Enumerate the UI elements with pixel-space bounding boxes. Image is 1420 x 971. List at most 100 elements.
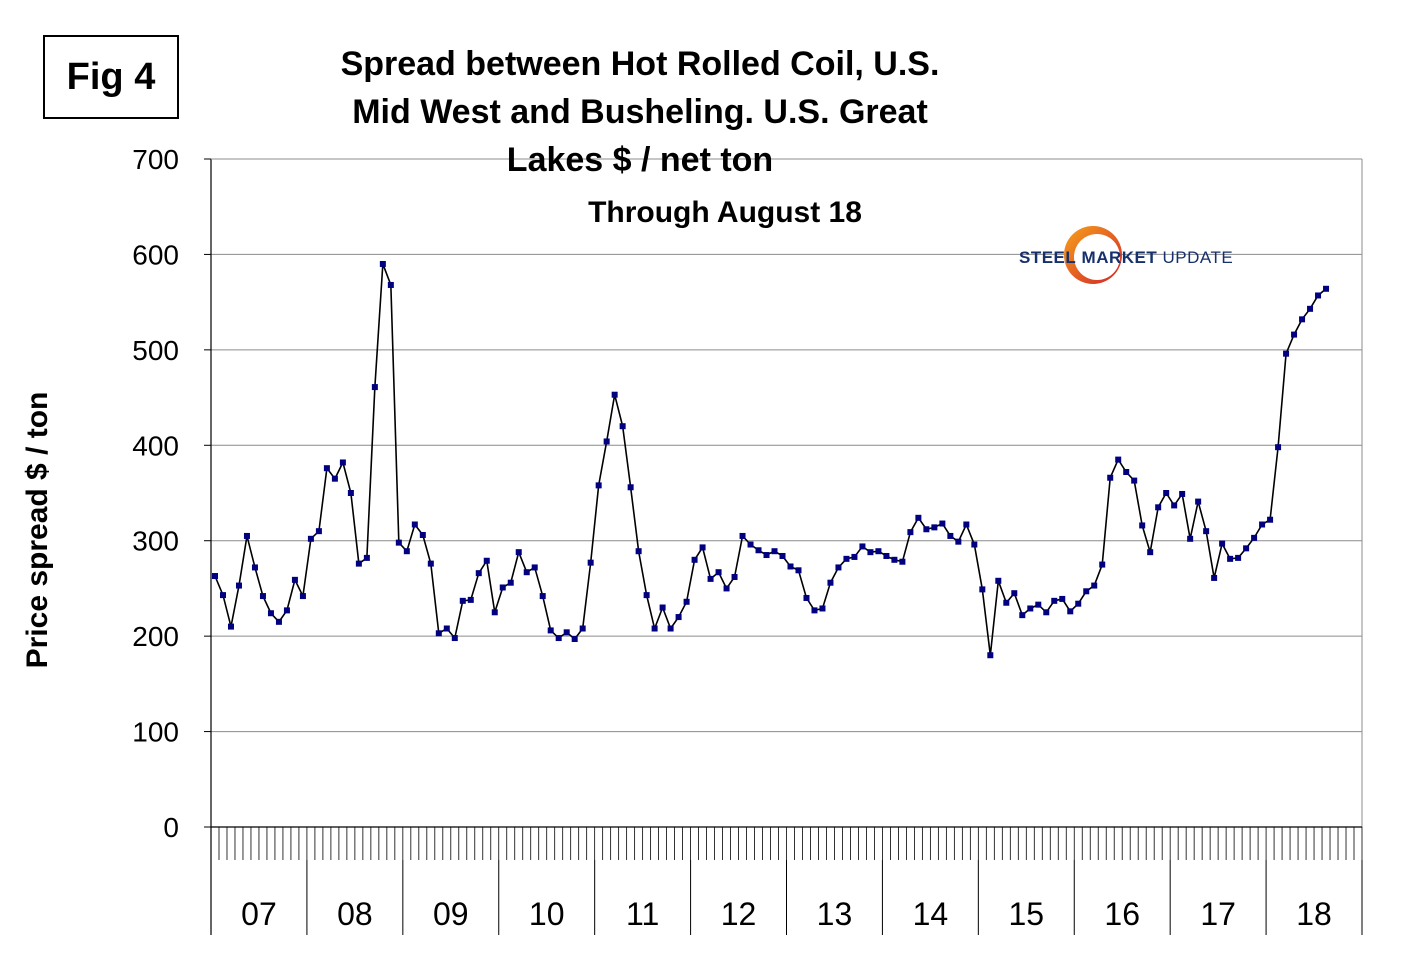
logo-word-steel: STEEL (1019, 248, 1077, 267)
data-point (1147, 549, 1154, 556)
y-tick-label: 200 (132, 621, 179, 652)
data-point (787, 563, 794, 570)
data-point (747, 541, 754, 548)
data-point (1243, 545, 1250, 552)
data-point (931, 524, 938, 531)
y-tick-label: 100 (132, 717, 179, 748)
x-tick-label: 14 (913, 896, 949, 932)
data-point (531, 564, 538, 571)
data-point (707, 575, 714, 582)
y-tick-label: 300 (132, 526, 179, 557)
data-point (891, 556, 898, 563)
data-point (1083, 588, 1090, 595)
data-point (883, 552, 890, 559)
data-point (315, 528, 322, 535)
series (211, 260, 1330, 659)
data-point (1155, 504, 1162, 511)
data-point (579, 625, 586, 632)
chart-title: Spread between Hot Rolled Coil, U.S. Mid… (340, 45, 940, 179)
x-tick-label: 10 (529, 896, 565, 932)
data-point (627, 484, 634, 491)
data-point (907, 529, 914, 536)
data-point (963, 521, 970, 528)
data-point (1051, 597, 1058, 604)
data-point (699, 544, 706, 551)
data-point (971, 541, 978, 548)
data-point (1291, 331, 1298, 338)
data-point (275, 618, 282, 625)
data-point (651, 625, 658, 632)
data-point (1211, 574, 1218, 581)
data-point (675, 614, 682, 621)
x-tick-label: 11 (626, 896, 659, 932)
data-point (691, 556, 698, 563)
data-point (1123, 469, 1130, 476)
data-point (507, 579, 514, 586)
data-point (411, 521, 418, 528)
data-point (331, 475, 338, 482)
y-tick-label: 600 (132, 239, 179, 270)
data-point (419, 531, 426, 538)
data-point (1267, 516, 1274, 523)
data-point (1307, 305, 1314, 312)
data-point (635, 548, 642, 555)
logo-word-update: UPDATE (1162, 248, 1234, 267)
data-point (1219, 540, 1226, 547)
data-point (451, 635, 458, 642)
data-point (339, 459, 346, 466)
data-point (1091, 582, 1098, 589)
data-point (443, 625, 450, 632)
data-point (1067, 608, 1074, 615)
data-point (1195, 498, 1202, 505)
y-tick-label: 700 (132, 144, 179, 175)
logo-wordmark: STEEL MARKET UPDATE (1019, 248, 1233, 268)
data-point (803, 594, 810, 601)
data-point (715, 569, 722, 576)
data-point (571, 636, 578, 643)
data-point (995, 577, 1002, 584)
data-point (987, 652, 994, 659)
data-point (755, 547, 762, 554)
data-point (1011, 590, 1018, 597)
x-tick-label: 15 (1008, 896, 1044, 932)
data-point (235, 582, 242, 589)
x-tick-label: 13 (817, 896, 853, 932)
data-point (979, 586, 986, 593)
data-point (259, 593, 266, 600)
logo-swoosh-icon (1064, 226, 1122, 284)
data-point (955, 538, 962, 545)
data-point (843, 555, 850, 562)
data-point (811, 607, 818, 614)
y-tick-label: 500 (132, 335, 179, 366)
data-point (763, 552, 770, 559)
data-point (1035, 601, 1042, 608)
data-point (835, 564, 842, 571)
x-tick-label: 18 (1296, 896, 1332, 932)
data-point (659, 604, 666, 611)
data-point (915, 514, 922, 521)
data-point (643, 592, 650, 599)
data-point (515, 549, 522, 556)
steel-market-update-logo: STEEL MARKET UPDATE (1013, 222, 1233, 288)
data-point (299, 593, 306, 600)
data-point (619, 423, 626, 430)
y-tick-label: 400 (132, 430, 179, 461)
data-point (771, 548, 778, 555)
data-point (899, 558, 906, 565)
logo-word-market: MARKET (1081, 248, 1158, 267)
data-point (1003, 599, 1010, 606)
data-point (1323, 285, 1330, 292)
data-point (1027, 605, 1034, 612)
data-point (267, 610, 274, 617)
data-point (459, 597, 466, 604)
y-tick-labels: 0 100 200 300 400 500 600 700 (132, 144, 179, 843)
data-point (1043, 609, 1050, 616)
data-point (939, 520, 946, 527)
figure-label: Fig 4 (43, 35, 179, 119)
data-point (387, 281, 394, 288)
data-point (851, 553, 858, 560)
chart-subtitle: Through August 18 (588, 196, 862, 229)
data-point (467, 596, 474, 603)
data-point (1299, 316, 1306, 323)
data-point (587, 559, 594, 566)
